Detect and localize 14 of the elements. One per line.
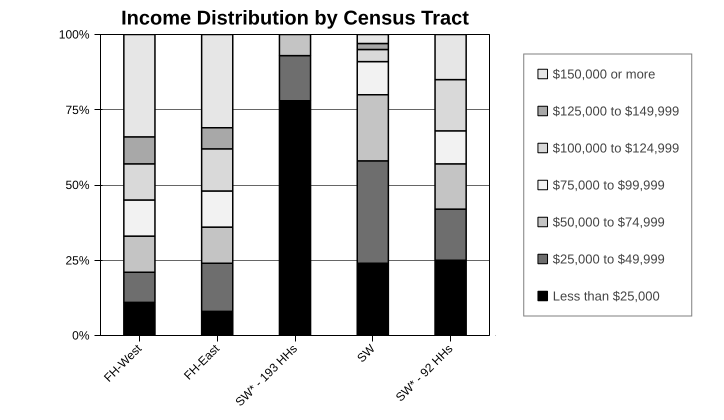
legend-label: $150,000 or more (552, 66, 656, 81)
x-tick-label: SW (354, 341, 378, 366)
y-tick-label: 75% (65, 102, 90, 117)
legend-label: $100,000 to $124,999 (552, 140, 680, 155)
y-tick-label: 100% (58, 28, 90, 42)
y-tick-label: 25% (65, 253, 90, 268)
legend-label: Less than $25,000 (552, 288, 660, 303)
legend-label: $25,000 to $49,999 (552, 251, 665, 266)
legend-label: $75,000 to $99,999 (552, 177, 665, 192)
y-tick-label: 0% (72, 328, 90, 342)
legend-label: $125,000 to $149,999 (552, 103, 680, 118)
legend-label: $50,000 to $74,999 (552, 214, 665, 229)
y-tick-label: 50% (65, 178, 90, 192)
chart-title: Income Distribution by Census Tract (121, 8, 470, 30)
